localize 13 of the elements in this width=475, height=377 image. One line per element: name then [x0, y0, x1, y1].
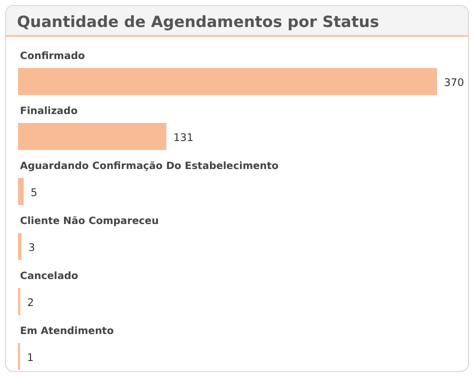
data-label: 370 — [444, 77, 464, 89]
y-tick-label: Confirmado — [20, 51, 85, 62]
chart-title: Quantidade de Agendamentos por Status — [17, 13, 380, 31]
data-label: 3 — [28, 242, 36, 254]
y-tick-label: Finalizado — [20, 106, 78, 117]
data-label: 131 — [173, 132, 194, 144]
data-label: 5 — [30, 187, 38, 199]
y-tick-label: Cliente Não Compareceu — [20, 216, 159, 227]
y-tick-label: Aguardando Confirmação Do Estabelecimento — [20, 161, 279, 172]
data-label: 1 — [27, 352, 34, 364]
y-tick-label: Em Atendimento — [20, 326, 114, 337]
data-label: 2 — [27, 297, 34, 309]
y-tick-label: Cancelado — [20, 271, 78, 282]
